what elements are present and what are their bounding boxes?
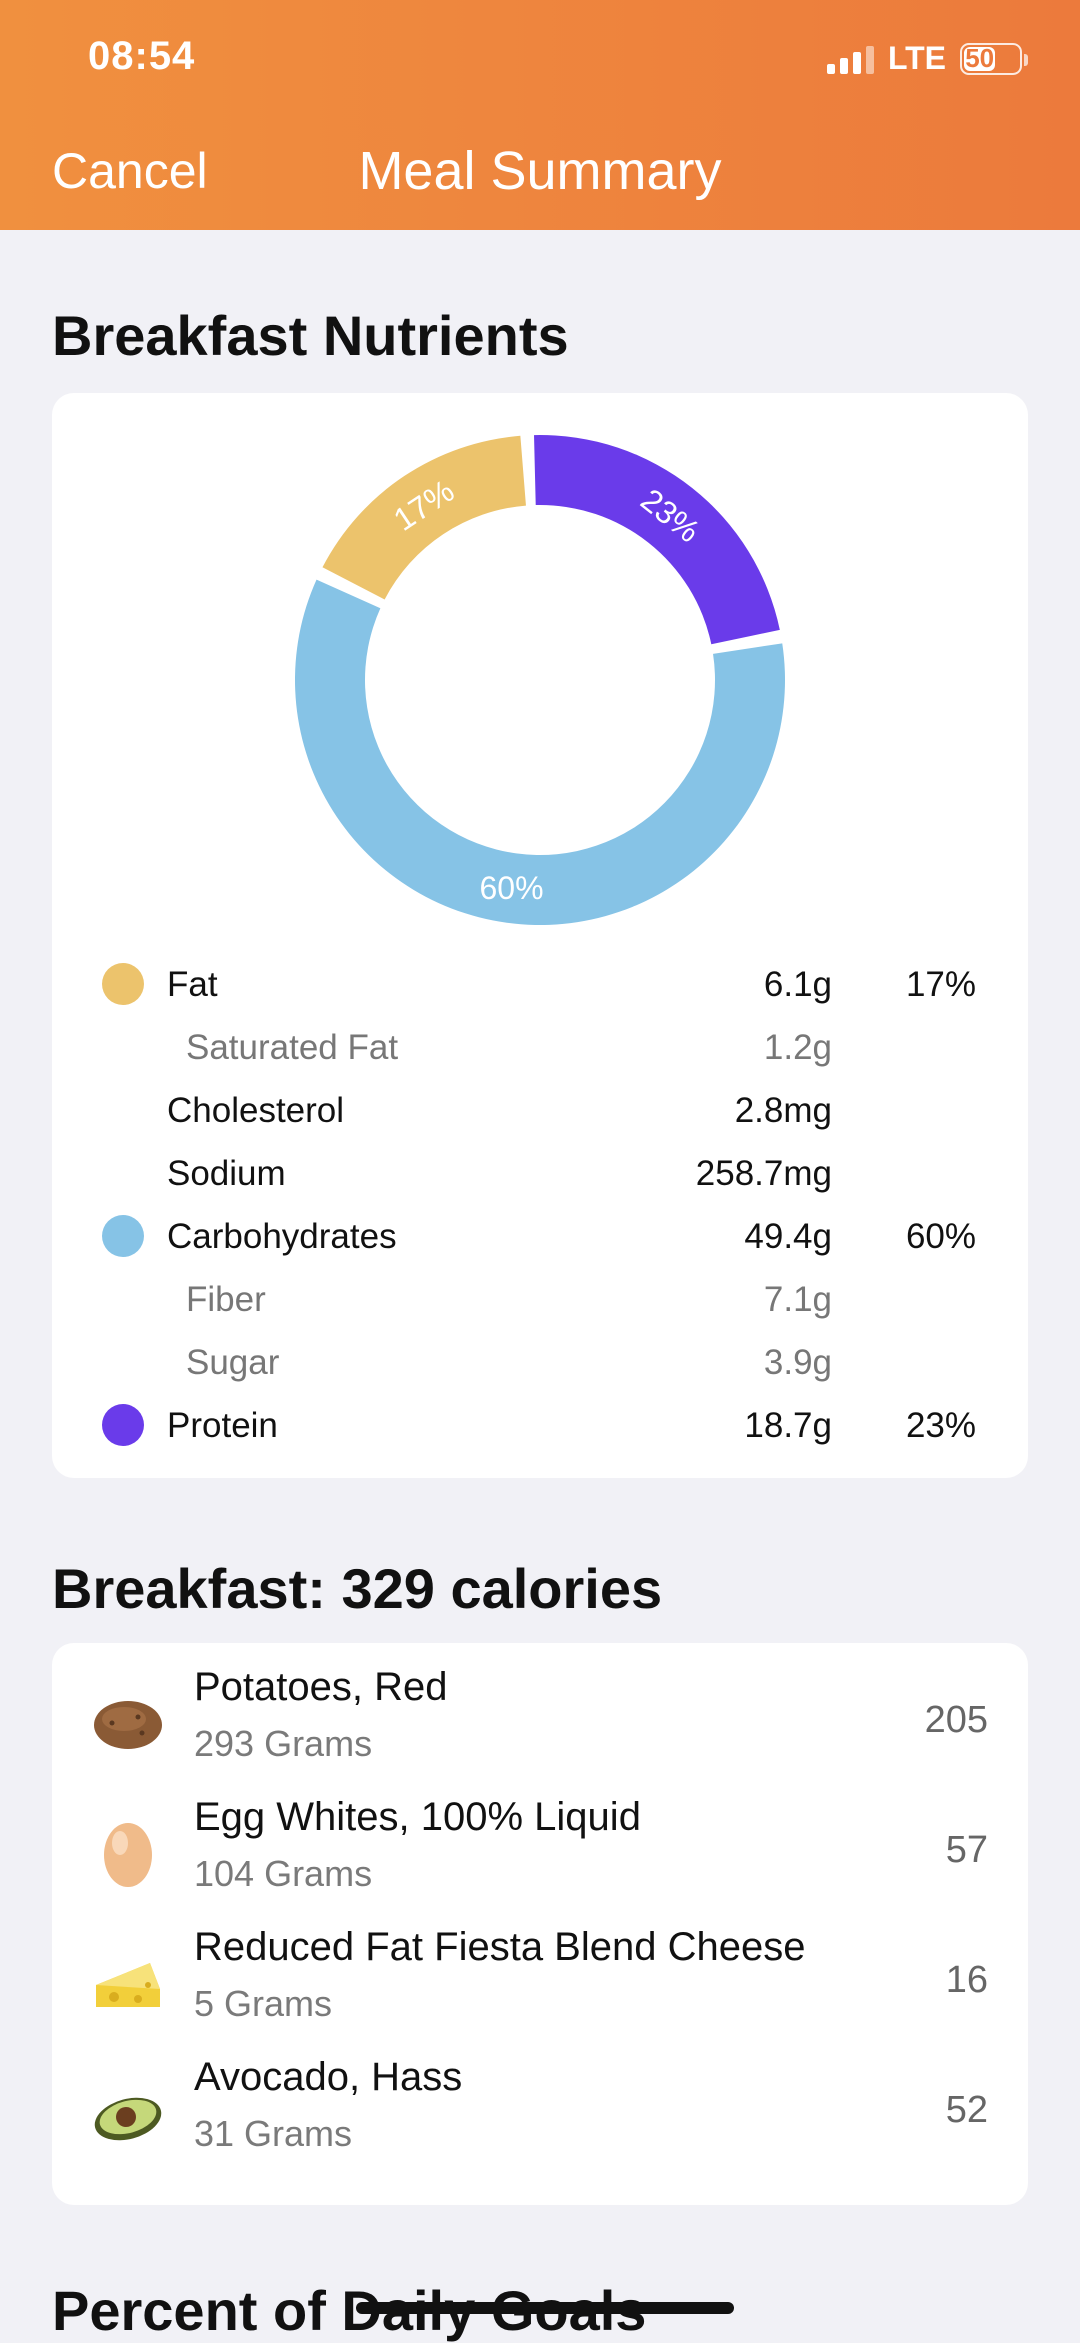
page-title-text: Meal Summary bbox=[358, 141, 722, 201]
nutrient-amount: 49.4g bbox=[744, 1217, 832, 1256]
donut-slice-fat bbox=[322, 435, 526, 600]
nutrient-row: Fiber 7.1g bbox=[52, 1268, 1028, 1328]
macro-donut-chart: 17% 23%60% bbox=[295, 435, 785, 926]
status-time: 08:54 bbox=[88, 34, 196, 78]
home-indicator bbox=[356, 2302, 734, 2314]
donut-slice-carbohydrates bbox=[295, 579, 785, 926]
nutrient-label: Sodium bbox=[167, 1154, 286, 1193]
food-name: Egg Whites, 100% Liquid bbox=[194, 1795, 641, 1839]
network-label: LTE bbox=[887, 40, 946, 76]
nutrient-label: Saturated Fat bbox=[186, 1028, 399, 1067]
donut-slice-protein bbox=[534, 435, 780, 645]
page-title: Meal Summary bbox=[0, 140, 1080, 202]
nutrient-label: Fat bbox=[167, 965, 218, 1004]
meal-section-title: Breakfast: 329 calories bbox=[52, 1557, 663, 1620]
nutrient-row: Fat 6.1g 17% bbox=[52, 953, 1028, 1013]
cheese-icon bbox=[90, 1945, 166, 2021]
nutrient-amount: 3.9g bbox=[763, 1343, 832, 1382]
nutrient-label: Cholesterol bbox=[167, 1091, 345, 1130]
food-row[interactable]: Potatoes, Red 293 Grams 205 bbox=[52, 1653, 1028, 1783]
nutrient-row: Sodium 258.7mg bbox=[52, 1142, 1028, 1202]
nutrient-row: Cholesterol 2.8mg bbox=[52, 1079, 1028, 1139]
potato-icon bbox=[90, 1685, 166, 1761]
food-quantity: 31 Grams bbox=[194, 2113, 353, 2154]
nutrient-percent: 60% bbox=[905, 1217, 976, 1256]
avocado-icon bbox=[90, 2075, 166, 2151]
battery-icon: 50 bbox=[960, 42, 1028, 75]
nutrients-card: 17% 23% 60% Fat 6.1g 17% Saturated Fat 1.2g Cho… bbox=[52, 393, 1028, 1478]
nutrient-label: Sugar bbox=[186, 1343, 280, 1382]
nutrient-amount: 18.7g bbox=[744, 1406, 832, 1445]
donut-label-carbohydrates: 60% bbox=[479, 870, 543, 906]
food-calories: 16 bbox=[945, 1959, 988, 2001]
food-name: Potatoes, Red bbox=[194, 1665, 448, 1709]
nutrient-row: Sugar 3.9g bbox=[52, 1331, 1028, 1391]
battery-level: 50 bbox=[965, 43, 995, 73]
nutrient-percent: 23% bbox=[905, 1406, 976, 1445]
nutrient-amount: 7.1g bbox=[763, 1280, 832, 1319]
nutrient-percent: 17% bbox=[905, 965, 976, 1004]
nutrients-section-title: Breakfast Nutrients bbox=[52, 304, 569, 367]
nutrient-amount: 258.7mg bbox=[695, 1154, 832, 1193]
nutrient-amount: 6.1g bbox=[763, 965, 832, 1004]
nutrient-label: Protein bbox=[167, 1406, 278, 1445]
food-quantity: 293 Grams bbox=[194, 1723, 373, 1764]
legend-dot bbox=[102, 1404, 144, 1446]
cancel-button[interactable]: Cancel bbox=[52, 143, 208, 199]
signal-icon bbox=[826, 44, 874, 74]
legend-dot bbox=[102, 963, 144, 1005]
egg-icon bbox=[90, 1815, 166, 1891]
food-name: Reduced Fat Fiesta Blend Cheese bbox=[194, 1925, 806, 1969]
food-calories: 57 bbox=[945, 1829, 988, 1871]
food-row[interactable]: Reduced Fat Fiesta Blend Cheese 5 Grams 16 bbox=[52, 1913, 1028, 2043]
nutrient-amount: 1.2g bbox=[763, 1028, 832, 1067]
food-quantity: 104 Grams bbox=[194, 1853, 373, 1894]
food-calories: 205 bbox=[924, 1699, 988, 1741]
food-calories: 52 bbox=[945, 2089, 988, 2131]
nav-header: 08:54 LTE 50 Cancel Meal Summary bbox=[0, 0, 1080, 230]
nutrient-label: Fiber bbox=[186, 1280, 266, 1319]
food-list-card: Potatoes, Red 293 Grams 205 Egg Whites, 100… bbox=[52, 1643, 1028, 2205]
food-quantity: 5 Grams bbox=[194, 1983, 333, 2024]
nutrient-row: Carbohydrates 49.4g 60% bbox=[52, 1205, 1028, 1265]
food-row[interactable]: Avocado, Hass 31 Grams 52 bbox=[52, 2043, 1028, 2173]
status-indicators: LTE 50 bbox=[826, 40, 1028, 77]
nutrient-label: Carbohydrates bbox=[167, 1217, 397, 1256]
food-row[interactable]: Egg Whites, 100% Liquid 104 Grams 57 bbox=[52, 1783, 1028, 1913]
nutrient-row: Protein 18.7g 23% bbox=[52, 1394, 1028, 1454]
nutrient-amount: 2.8mg bbox=[734, 1091, 832, 1130]
food-name: Avocado, Hass bbox=[194, 2055, 463, 2099]
nutrient-row: Saturated Fat 1.2g bbox=[52, 1016, 1028, 1076]
legend-dot bbox=[102, 1215, 144, 1257]
